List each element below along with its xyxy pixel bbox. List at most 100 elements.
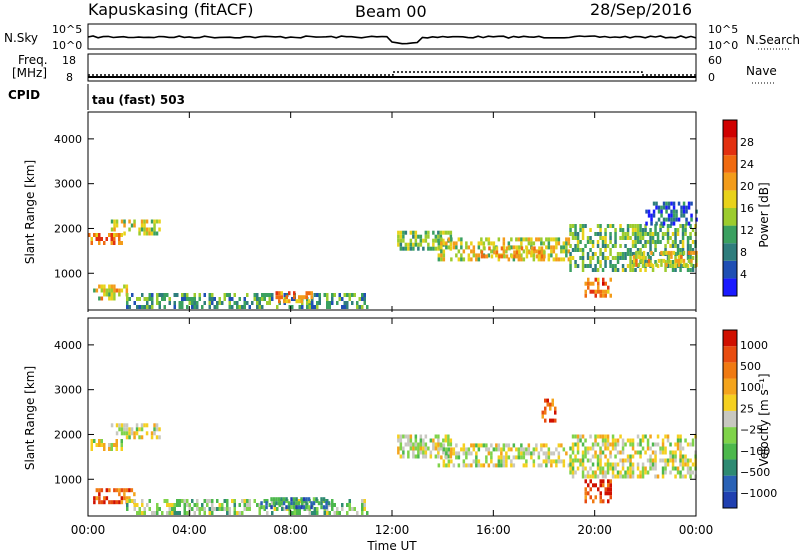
data-cell xyxy=(589,495,592,500)
data-cell xyxy=(589,260,592,264)
data-cell xyxy=(95,237,98,241)
data-cell xyxy=(467,253,471,258)
data-cell xyxy=(492,447,496,452)
data-cell xyxy=(140,219,144,224)
data-cell xyxy=(604,281,607,286)
data-cell xyxy=(115,500,119,505)
data-cell xyxy=(512,443,516,448)
data-cell xyxy=(614,264,617,268)
data-cell xyxy=(233,293,236,297)
data-cell xyxy=(571,236,575,240)
data-cell xyxy=(656,236,660,240)
data-cell xyxy=(483,246,486,251)
data-cell xyxy=(213,305,216,309)
data-cell xyxy=(574,236,577,240)
data-cell xyxy=(592,499,595,504)
data-cell xyxy=(353,507,356,511)
data-cell xyxy=(168,507,171,511)
data-cell xyxy=(158,227,161,232)
data-cell xyxy=(589,248,592,252)
data-cell xyxy=(679,462,682,467)
data-cell xyxy=(311,305,314,309)
data-cell xyxy=(449,230,453,235)
data-cell xyxy=(497,459,501,464)
data-cell xyxy=(151,297,154,301)
data-cell xyxy=(686,458,690,463)
data-cell xyxy=(601,450,605,455)
data-cell xyxy=(651,442,655,447)
data-cell xyxy=(138,427,141,432)
data-cell xyxy=(691,240,695,244)
colorbar-segment xyxy=(723,443,737,460)
data-cell xyxy=(193,503,196,507)
data-cell xyxy=(666,458,670,463)
data-cell xyxy=(631,438,635,443)
data-cell xyxy=(616,256,620,260)
data-cell xyxy=(475,253,478,258)
data-cell xyxy=(351,301,354,305)
data-cell xyxy=(661,474,665,479)
data-cell xyxy=(686,248,690,252)
data-cell xyxy=(611,466,615,471)
data-cell xyxy=(118,427,121,432)
colorbar-segment xyxy=(723,208,737,226)
data-cell xyxy=(151,305,154,309)
data-cell xyxy=(95,488,99,493)
colorbar-segment xyxy=(723,260,737,279)
data-cell xyxy=(485,459,488,464)
data-cell xyxy=(310,501,313,506)
data-cell xyxy=(619,458,622,463)
data-cell xyxy=(547,241,551,246)
data-cell xyxy=(626,252,630,256)
data-cell xyxy=(631,446,635,451)
data-cell xyxy=(634,244,637,248)
data-cell xyxy=(677,217,681,222)
data-cell xyxy=(586,470,590,475)
data-cell xyxy=(90,443,93,447)
data-cell xyxy=(651,450,655,455)
data-cell xyxy=(649,240,652,244)
data-cell xyxy=(221,507,224,511)
data-cell xyxy=(652,209,656,214)
data-cell xyxy=(551,398,554,403)
data-cell xyxy=(201,305,204,309)
data-cell xyxy=(288,305,291,309)
data-cell xyxy=(467,245,471,250)
data-cell xyxy=(293,295,296,300)
data-cell xyxy=(261,293,264,297)
data-cell xyxy=(123,231,126,236)
data-cell xyxy=(295,505,298,510)
data-cell xyxy=(632,254,636,259)
data-cell xyxy=(614,240,617,244)
data-cell xyxy=(557,451,561,456)
data-cell xyxy=(599,236,602,240)
data-cell xyxy=(679,450,682,455)
data-cell xyxy=(508,246,511,251)
data-cell xyxy=(611,224,615,228)
data-cell xyxy=(136,297,139,301)
data-cell xyxy=(579,256,582,260)
data-cell xyxy=(141,499,144,503)
data-cell xyxy=(507,257,511,262)
data-cell xyxy=(437,450,440,455)
data-cell xyxy=(133,301,136,305)
data-cell xyxy=(581,252,585,256)
data-cell xyxy=(552,257,556,262)
data-cell xyxy=(569,268,572,272)
data-cell xyxy=(130,427,134,432)
data-cell xyxy=(123,492,126,497)
data-cell xyxy=(442,257,446,262)
data-cell xyxy=(636,450,640,455)
data-cell xyxy=(554,406,557,411)
data-cell xyxy=(667,254,671,259)
data-cell xyxy=(609,466,612,471)
data-cell xyxy=(407,242,410,247)
data-cell xyxy=(277,497,281,502)
data-cell xyxy=(211,507,214,511)
data-cell xyxy=(691,268,695,272)
data-cell xyxy=(404,230,408,235)
data-cell xyxy=(110,237,113,241)
data-cell xyxy=(629,442,632,447)
data-cell xyxy=(243,503,246,507)
data-cell xyxy=(667,258,671,263)
